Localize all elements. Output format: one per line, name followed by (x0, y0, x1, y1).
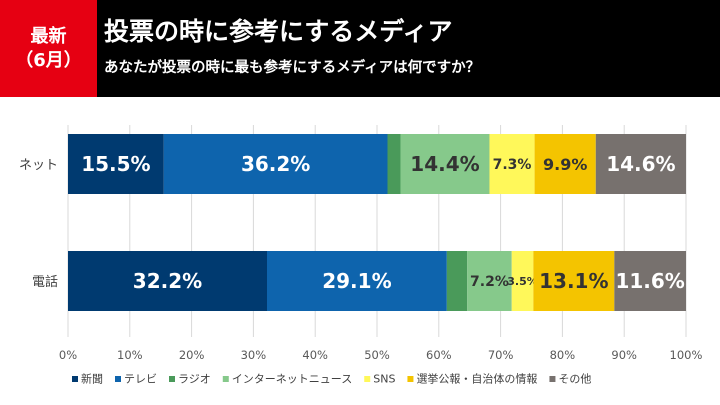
x-tick-label: 80% (550, 348, 576, 362)
x-tick-label: 10% (117, 348, 143, 362)
category-label: 電話 (32, 274, 58, 290)
data-label: 7.3% (493, 157, 532, 173)
data-label: 9.9% (543, 155, 587, 174)
badge-label-latest: 最新 (30, 25, 67, 47)
bar-segment (511, 251, 534, 311)
data-label: 3.5% (507, 275, 538, 288)
x-tick-label: 100% (670, 348, 703, 362)
category-label: ネット (19, 158, 58, 173)
bar-segment (534, 134, 596, 194)
data-label: 11.6% (615, 269, 684, 293)
bar-segment (163, 134, 388, 194)
bar-segment (387, 134, 401, 194)
x-tick-label: 40% (302, 348, 328, 362)
x-tick-label: 20% (179, 348, 205, 362)
legend-label: その他 (558, 373, 591, 386)
bar-segment (266, 251, 447, 311)
page-subtitle: あなたが投票の時に最も参考にするメディアは何ですか？ (104, 60, 481, 76)
data-label: 29.1% (322, 269, 391, 293)
legend-label: インターネットニュース (232, 373, 352, 386)
x-tick-label: 60% (426, 348, 452, 362)
data-label: 7.2% (470, 274, 509, 290)
legend-swatch (115, 376, 121, 382)
data-label: 14.6% (606, 152, 675, 176)
legend-label: テレビ (124, 373, 157, 386)
x-tick-label: 0% (59, 348, 77, 362)
bar-segment (400, 134, 490, 194)
legend-swatch (169, 376, 175, 382)
header-bar: 最新 （6月） 投票の時に参考にするメディア あなたが投票の時に最も参考にするメ… (0, 0, 720, 97)
legend-label: ラジオ (178, 373, 211, 386)
bar-segment (467, 251, 512, 311)
x-tick-label: 90% (611, 348, 637, 362)
badge-label-month: （6月） (15, 49, 82, 71)
data-label: 32.2% (133, 269, 202, 293)
legend-label: SNS (373, 373, 395, 386)
legend-swatch (407, 376, 414, 382)
data-label: 14.4% (410, 152, 479, 176)
legend-label: 選挙公報・自治体の情報 (416, 372, 537, 386)
bar-segment (614, 251, 686, 311)
bar-segment (489, 134, 535, 194)
bar-segment (446, 251, 468, 311)
bar-segment (595, 134, 686, 194)
latest-badge: 最新 （6月） (0, 0, 97, 97)
legend-swatch (364, 376, 371, 382)
data-label: 15.5% (81, 152, 150, 176)
legend-label: 新聞 (81, 372, 103, 386)
data-label: 36.2% (241, 152, 310, 176)
legend-swatch (549, 376, 556, 382)
legend-swatch (222, 376, 229, 382)
bar-segment (68, 134, 164, 194)
bar-segment (68, 251, 267, 311)
bar-segment (533, 251, 615, 311)
page-title: 投票の時に参考にするメディア (104, 17, 453, 46)
legend-swatch (72, 376, 78, 382)
data-label: 13.1% (539, 269, 608, 293)
x-tick-label: 70% (488, 348, 514, 362)
x-tick-label: 50% (364, 348, 390, 362)
x-tick-label: 30% (241, 348, 267, 362)
